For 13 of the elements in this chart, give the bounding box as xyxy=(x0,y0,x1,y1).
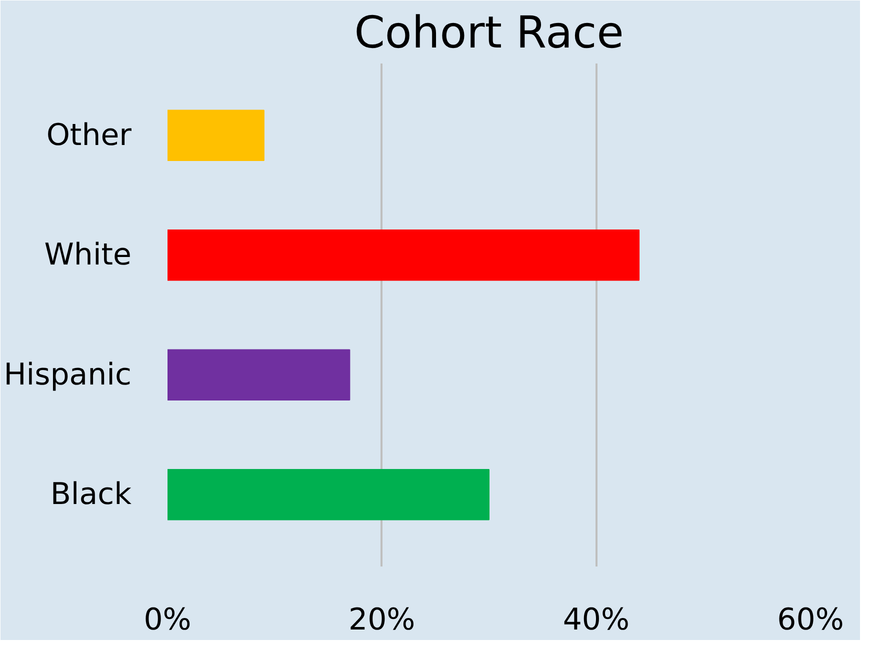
bar xyxy=(168,349,350,401)
x-tick-label: 40% xyxy=(562,602,630,638)
bar xyxy=(168,229,640,281)
x-tick-label: 60% xyxy=(777,602,844,638)
bar xyxy=(168,468,490,520)
x-tick-label: 0% xyxy=(144,602,192,638)
chart-title: Cohort Race xyxy=(354,8,624,58)
y-tick-label: Other xyxy=(46,118,132,153)
y-tick-label: White xyxy=(44,238,132,273)
y-tick-label: Hispanic xyxy=(4,357,132,392)
x-tick-label: 20% xyxy=(348,602,416,638)
bar xyxy=(168,110,264,162)
y-tick-label: Black xyxy=(50,477,132,512)
